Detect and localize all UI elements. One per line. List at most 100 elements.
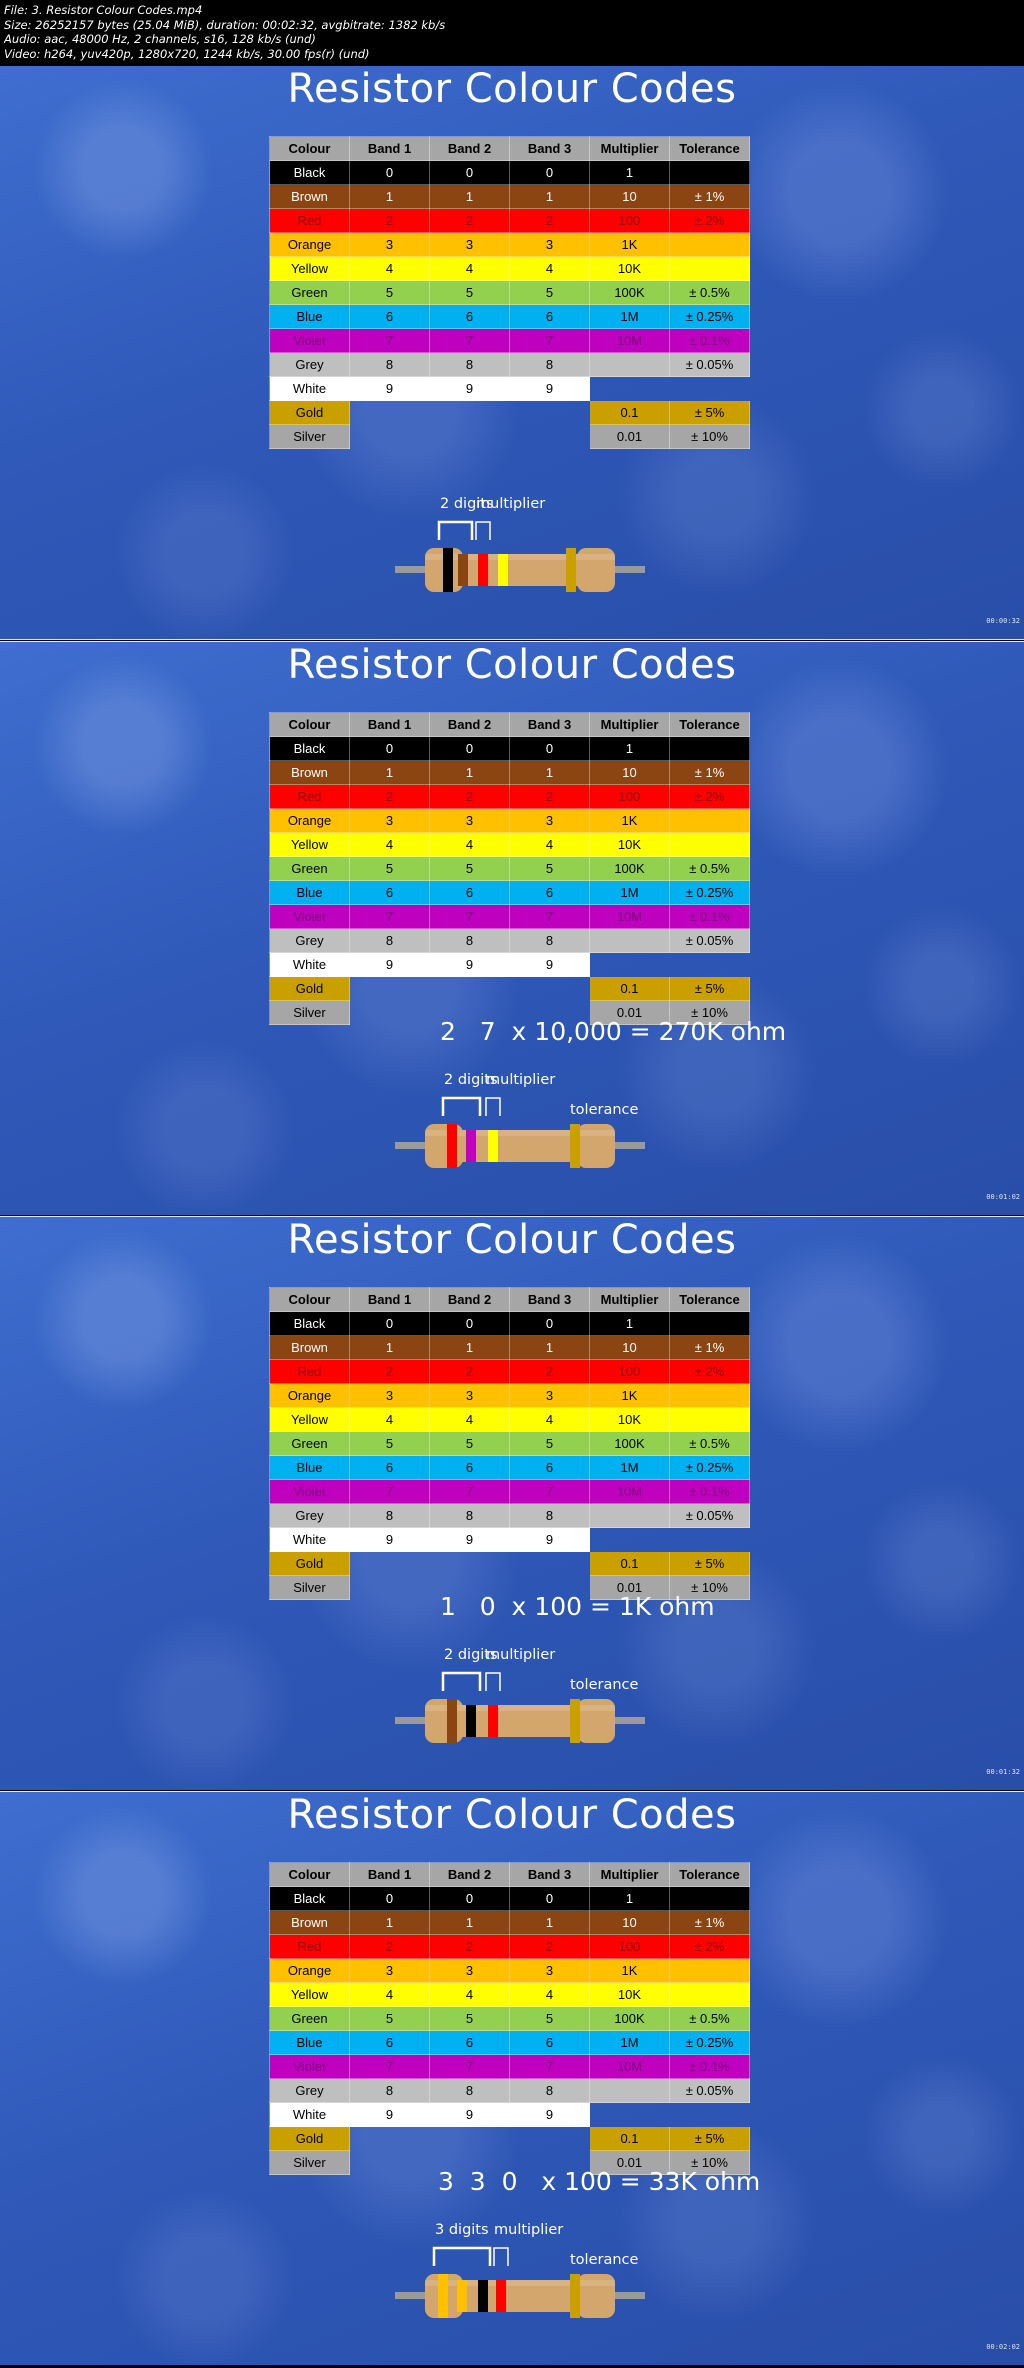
table-cell: 10 (589, 184, 670, 209)
resistor-diagram: 2 digits multiplier tolerance (380, 1072, 660, 1182)
resistor-cap-right (577, 1124, 615, 1168)
table-cell: ± 5% (669, 976, 750, 1001)
table-cell: 7 (349, 1479, 430, 1504)
table-cell: ± 0.25% (669, 880, 750, 905)
table-cell: 5 (349, 856, 430, 881)
table-cell: 2 (349, 784, 430, 809)
table-cell: ± 0.5% (669, 856, 750, 881)
table-cell: 10 (589, 760, 670, 785)
column-header: Tolerance (669, 1287, 750, 1312)
table-cell: 100 (589, 1359, 670, 1384)
table-cell (430, 1552, 510, 1576)
table-cell: 2 (429, 784, 510, 809)
table-cell: ± 0.25% (669, 304, 750, 329)
table-cell: Yellow (269, 1407, 350, 1432)
table-cell: ± 0.5% (669, 280, 750, 305)
table-row: Gold 0.1 ± 5% (269, 400, 750, 425)
table-cell: 10 (589, 1335, 670, 1360)
table-cell: 1K (589, 1383, 670, 1408)
table-cell: 8 (429, 2078, 510, 2103)
table-header-row: Colour Band 1 Band 2 Band 3 Multiplier Tolera… (269, 136, 750, 161)
table-cell: 10M (589, 904, 670, 929)
table-cell: Brown (269, 1335, 350, 1360)
table-cell: 0 (509, 1886, 590, 1911)
colour-band-3 (478, 2280, 488, 2312)
table-cell (669, 160, 750, 185)
frame-timestamp: 00:00:32 (986, 617, 1020, 625)
colour-band-1 (443, 548, 453, 592)
table-cell: 8 (349, 2078, 430, 2103)
slide-title: Resistor Colour Codes (287, 1792, 737, 1838)
table-cell: ± 5% (669, 1551, 750, 1576)
table-cell: 3 (349, 1958, 430, 1983)
table-cell: 0.1 (589, 976, 670, 1001)
table-cell: Orange (269, 1383, 350, 1408)
table-cell: 6 (349, 304, 430, 329)
table-cell: 5 (349, 280, 430, 305)
table-cell (590, 377, 670, 401)
table-cell: Brown (269, 1910, 350, 1935)
table-cell: 2 (349, 208, 430, 233)
table-cell: Blue (269, 304, 350, 329)
table-cell: ± 2% (669, 1359, 750, 1384)
table-cell: 4 (349, 1982, 430, 2007)
table-cell: Blue (269, 880, 350, 905)
table-cell (589, 352, 670, 377)
table-cell: 9 (509, 376, 590, 401)
table-cell: 0 (509, 736, 590, 761)
table-cell: 100K (589, 280, 670, 305)
table-cell: 6 (349, 1455, 430, 1480)
table-cell: 8 (509, 2078, 590, 2103)
table-cell: 2 (429, 1359, 510, 1384)
colour-band-1 (438, 2274, 448, 2318)
multiplier-label: multiplier (476, 496, 546, 512)
table-cell: Yellow (269, 832, 350, 857)
table-cell: 1 (349, 1335, 430, 1360)
table-cell: 6 (509, 1455, 590, 1480)
audio-info-line: Audio: aac, 48000 Hz, 2 channels, s16, 1… (4, 32, 316, 46)
colour-band-3 (488, 1130, 498, 1162)
table-cell: 3 (429, 1958, 510, 1983)
table-cell: 0 (349, 1886, 430, 1911)
table-cell: 3 (509, 808, 590, 833)
colour-code-table: Colour Band 1 Band 2 Band 3 Multiplier Tolera… (269, 712, 750, 1025)
table-cell: 0 (429, 160, 510, 185)
table-cell: 4 (509, 256, 590, 281)
table-cell: 1 (509, 184, 590, 209)
table-cell: 2 (429, 208, 510, 233)
table-cell (510, 401, 590, 425)
table-cell: 3 (429, 1383, 510, 1408)
table-cell (350, 977, 430, 1001)
value-calculation: 2 7 x 10,000 = 270K ohm (440, 1017, 787, 1046)
table-cell: 4 (349, 1407, 430, 1432)
table-cell: ± 0.05% (669, 928, 750, 953)
table-cell: ± 0.5% (669, 1431, 750, 1456)
table-cell: 3 (509, 1958, 590, 1983)
table-cell: 5 (509, 2006, 590, 2031)
table-cell: White (269, 2102, 350, 2127)
column-header: Band 3 (509, 1287, 590, 1312)
table-cell: Gold (269, 2126, 350, 2151)
slide-title: Resistor Colour Codes (287, 642, 737, 688)
table-row: Grey 8 8 8 ± 0.05% (269, 2078, 750, 2103)
table-cell: Brown (269, 184, 350, 209)
table-cell: 1K (589, 1958, 670, 1983)
table-cell: Violet (269, 328, 350, 353)
table-cell: ± 10% (669, 1575, 750, 1600)
table-cell (430, 2127, 510, 2151)
column-header: Multiplier (589, 1287, 670, 1312)
table-row: Brown 1 1 1 10 ± 1% (269, 1335, 750, 1360)
table-cell: 8 (349, 1503, 430, 1528)
multiplier-bracket (485, 1672, 501, 1691)
table-cell: 0.1 (589, 400, 670, 425)
table-cell: 0.01 (589, 1575, 670, 1600)
table-cell (510, 2127, 590, 2151)
table-cell: 10K (589, 1407, 670, 1432)
table-cell: 2 (509, 1934, 590, 1959)
table-cell: 3 (429, 808, 510, 833)
tolerance-label: tolerance (570, 2252, 639, 2268)
table-row: Silver 0.01 ± 10% (269, 2150, 750, 2175)
table-row: Red 2 2 2 100 ± 2% (269, 784, 750, 809)
table-row: Blue 6 6 6 1M ± 0.25% (269, 880, 750, 905)
digits-label: 2 digits (440, 496, 494, 512)
